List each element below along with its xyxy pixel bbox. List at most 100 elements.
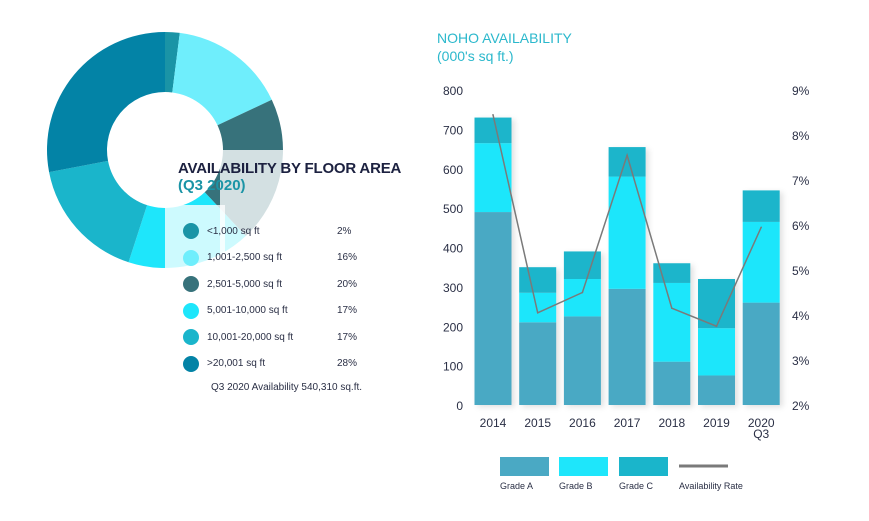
legend-item: 10,001-20,000 sq ft 17%: [183, 328, 377, 346]
legend-item: <1,000 sq ft 2%: [183, 222, 377, 240]
legend-percent: 28%: [337, 358, 358, 369]
legend-label: 1,001-2,500 sq ft: [207, 252, 283, 263]
y-tick-label: 600: [443, 163, 463, 177]
legend-label: 5,001-10,000 sq ft: [207, 305, 288, 316]
y-tick-label: 400: [443, 242, 463, 256]
bar-segment-grade-b: [474, 143, 512, 213]
bar-segment-grade-c: [698, 279, 735, 329]
bar-stack: [608, 147, 646, 405]
legend-label: <1,000 sq ft: [207, 225, 260, 237]
y2-tick-label: 8%: [792, 129, 810, 143]
legend-swatch: [183, 302, 199, 319]
overlay-panel: [220, 150, 290, 270]
bar-stack: [563, 251, 601, 405]
x-tick-label: 2015: [524, 416, 551, 430]
legend-swatch: [183, 329, 199, 345]
availability-rate-point: [581, 291, 584, 294]
y2-tick-label: 7%: [792, 174, 810, 188]
y-tick-label: 700: [443, 123, 463, 137]
donut-slice: [46, 32, 165, 173]
legend-percent: 17%: [337, 331, 358, 343]
legend-item: 1,001-2,500 sq ft 16%: [183, 249, 377, 267]
availability-rate-point: [715, 325, 718, 328]
y-tick-label: 300: [443, 281, 463, 295]
availability-rate-point: [536, 311, 539, 314]
legend-percent: 20%: [337, 278, 358, 290]
legend-swatch: [183, 249, 199, 266]
bar-segment-grade-c: [608, 147, 646, 177]
bar-chart-title: NOHO AVAILABILITY (000's sq ft.): [437, 29, 572, 65]
donut-subtitle: (Q3 2020): [178, 177, 246, 194]
y-tick-label: 800: [443, 84, 463, 98]
legend-label: 10,001-20,000 sq ft: [207, 331, 294, 343]
bar-segment-grade-a: [519, 322, 557, 405]
bar-segment-grade-c: [563, 251, 601, 279]
availability-rate-point: [671, 307, 673, 310]
y-tick-label: 0: [456, 399, 463, 413]
legend-percent: 2%: [337, 225, 352, 237]
availability-rate-point: [492, 113, 494, 116]
bar-segment-grade-c: [742, 190, 780, 222]
availability-rate-point: [760, 226, 762, 229]
legend-item: >20,001 sq ft 28%: [183, 355, 377, 373]
x-tick-label: 2020: [748, 416, 775, 430]
legend-label: Grade B: [559, 481, 593, 491]
bar-stack: [519, 267, 557, 405]
bar-segment-grade-a: [653, 361, 691, 405]
y-tick-label: 200: [443, 320, 463, 334]
legend-label: Grade C: [619, 481, 654, 491]
x-tick-label: 2018: [658, 416, 685, 430]
bar-chart-subtitle: (000's sq ft.): [437, 48, 514, 64]
legend-percent: 16%: [337, 252, 358, 263]
bar-segment-grade-a: [742, 302, 780, 405]
bar-segment-grade-a: [563, 316, 601, 405]
bar-segment-grade-a: [608, 288, 646, 405]
bar-stack: [698, 279, 735, 405]
y2-tick-label: 3%: [792, 354, 810, 368]
y2-tick-label: 5%: [792, 264, 810, 278]
y2-tick-label: 2%: [792, 399, 810, 413]
bar-chart-title-main: NOHO AVAILABILITY: [437, 30, 572, 46]
bar-segment-grade-c: [474, 117, 512, 144]
legend-swatch: [500, 457, 549, 476]
legend-swatch: [183, 355, 199, 372]
legend-item: 5,001-10,000 sq ft 17%: [183, 302, 377, 320]
legend-percent: 17%: [337, 305, 358, 316]
legend-swatch: [559, 457, 608, 476]
bar-segment-grade-a: [474, 212, 512, 405]
donut-slice: [165, 32, 180, 93]
x-tick-label: 2014: [480, 416, 507, 430]
availability-note: Q3 2020 Availability 540,310 sq.ft.: [211, 382, 363, 393]
bar-segment-grade-b: [698, 328, 735, 376]
y2-tick-label: 6%: [792, 219, 810, 233]
y-tick-label: 100: [443, 360, 463, 374]
x-tick-label: 2016: [569, 416, 596, 430]
bar-stack: [474, 117, 512, 405]
x-tick-label: 2019: [703, 416, 730, 430]
donut-title: AVAILABILITY BY FLOOR AREA: [178, 160, 402, 177]
donut-slice: [49, 160, 148, 263]
x-tick-label: 2017: [614, 416, 641, 430]
availability-rate-point: [626, 154, 628, 157]
bar-segment-grade-b: [742, 221, 780, 303]
bar-segment-grade-c: [519, 267, 557, 293]
y-tick-label: 500: [443, 202, 463, 216]
legend-label: Grade A: [500, 481, 533, 491]
bar-segment-grade-b: [653, 282, 691, 362]
legend-item: 2,501-5,000 sq ft 20%: [183, 275, 377, 293]
bar-stack: [742, 190, 780, 405]
legend-label: 2,501-5,000 sq ft: [207, 278, 283, 290]
legend-label: >20,001 sq ft: [207, 358, 266, 369]
legend-label: Availability Rate: [679, 481, 743, 491]
donut-slice: [172, 32, 272, 126]
legend-swatch: [619, 457, 668, 476]
x-tick-label: Q3: [753, 427, 769, 441]
legend-swatch: [183, 276, 199, 292]
legend-swatch: [183, 223, 199, 239]
bar-stack: [653, 263, 691, 405]
bar-segment-grade-a: [698, 375, 735, 405]
y2-tick-label: 4%: [792, 309, 810, 323]
y2-tick-label: 9%: [792, 84, 810, 98]
